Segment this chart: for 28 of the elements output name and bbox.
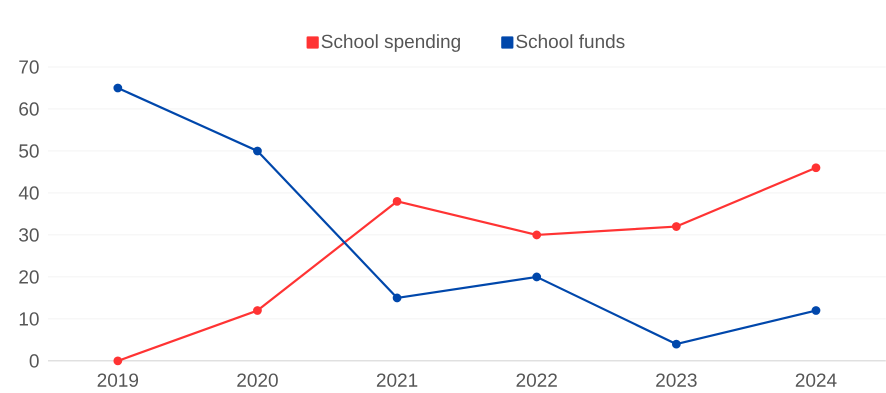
x-tick-label: 2022 — [516, 373, 557, 387]
legend-label: School funds — [516, 34, 624, 48]
x-tick-label: 2019 — [98, 373, 138, 387]
point — [253, 306, 262, 315]
point — [812, 306, 820, 315]
x-tick-label: 2024 — [796, 373, 837, 387]
point — [392, 196, 402, 206]
x-tick-label: 2021 — [376, 373, 418, 387]
y-tick-label: 10 — [20, 312, 39, 326]
point — [392, 293, 402, 302]
y-tick-label: 30 — [19, 228, 39, 242]
point — [672, 222, 681, 231]
y-tick-label: 60 — [19, 102, 39, 116]
y-tick-label: 70 — [19, 60, 39, 74]
point — [812, 163, 820, 172]
point — [672, 340, 681, 348]
x-tick-label: 2023 — [656, 373, 697, 387]
x-tick-label: 2020 — [237, 373, 278, 387]
y-tick-label: 40 — [18, 186, 39, 200]
point — [532, 230, 542, 240]
point — [253, 146, 262, 156]
y-tick-label: 20 — [19, 270, 39, 284]
y-tick-label: 50 — [19, 144, 39, 158]
point — [113, 356, 122, 366]
legend-label: School spending — [322, 34, 460, 52]
point — [113, 83, 122, 92]
y-tick-label: 0 — [30, 354, 39, 368]
point — [532, 272, 542, 282]
